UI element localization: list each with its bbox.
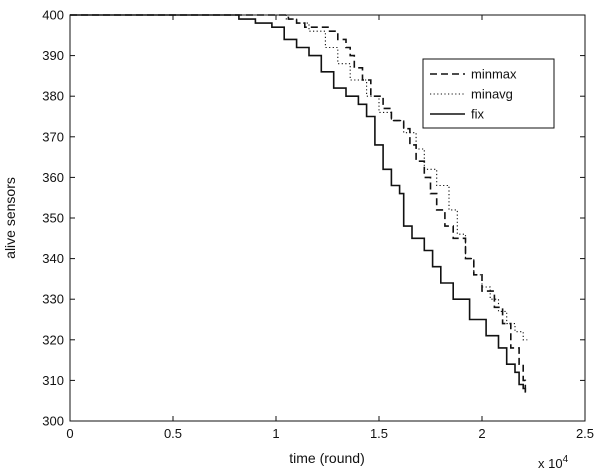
legend-label-minavg: minavg [471,87,513,102]
y-axis-label: alive sensors [2,177,18,259]
y-tick-label: 370 [42,129,64,144]
y-tick-label: 360 [42,170,64,185]
series-line-fix [70,14,527,393]
y-tick-label: 380 [42,89,64,104]
legend-label-minmax: minmax [471,67,517,82]
x-tick-label: 0.5 [164,426,182,441]
series-layer [70,14,528,393]
axis-ticks [69,14,586,422]
x-tick-label: 1 [272,426,279,441]
x-tick-label: 2.5 [576,426,594,441]
y-tick-label: 350 [42,211,64,226]
y-tick-label: 310 [42,373,64,388]
y-tick-label: 320 [42,332,64,347]
y-tick-label: 340 [42,251,64,266]
x-tick-label: 0 [66,426,73,441]
legend: minmax minavg fix [422,58,555,129]
x-multiplier-label: x 104 [538,454,569,471]
series-line-minmax [70,14,527,393]
x-axis-label: time (round) [289,450,364,466]
y-tick-label: 400 [42,8,64,23]
legend-label-fix: fix [471,107,485,122]
x-multiplier-base: x 10 [538,456,563,471]
y-tick-label: 390 [42,48,64,63]
y-tick-label: 300 [42,414,64,429]
x-tick-label: 2 [478,426,485,441]
y-tick-label: 330 [42,292,64,307]
tick-labels: 0 0.5 1 1.5 2 2.5 300 310 320 330 340 350 360 370 380 3… [42,8,594,442]
x-multiplier-exponent: 4 [563,454,569,465]
x-tick-label: 1.5 [370,426,388,441]
